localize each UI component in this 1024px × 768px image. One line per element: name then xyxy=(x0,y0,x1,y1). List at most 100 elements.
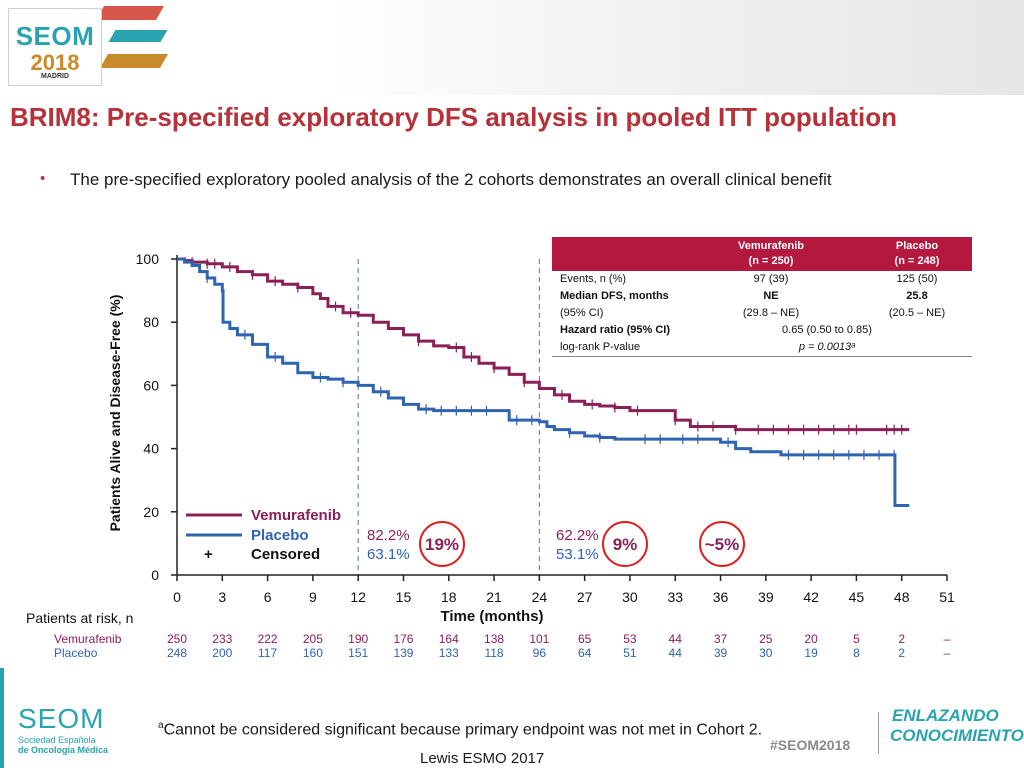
seom-2018-logo: SEOM 2018 MADRID xyxy=(8,8,102,86)
difference-label: 9% xyxy=(613,535,638,554)
y-tick-label: 0 xyxy=(151,567,159,583)
series-line-placebo xyxy=(177,257,910,507)
x-axis-label: Time (months) xyxy=(440,608,543,625)
risk-cell-pla: 160 xyxy=(302,646,323,660)
header-decoration xyxy=(330,0,1024,95)
bullet-text: The pre-specified exploratory pooled ana… xyxy=(70,170,832,189)
risk-cell-vem: 101 xyxy=(529,632,550,646)
risk-cell-pla: 151 xyxy=(348,646,369,660)
x-tick-label: 18 xyxy=(441,589,457,605)
cell-logrank: p = 0.0013ᵃ xyxy=(798,341,856,353)
y-tick-label: 20 xyxy=(143,504,159,520)
x-tick-label: 36 xyxy=(713,589,729,605)
bullet-icon: • xyxy=(40,170,46,187)
risk-cell-pla: 200 xyxy=(212,646,233,660)
hashtag: #SEOM2018 xyxy=(770,737,851,753)
x-tick-label: 12 xyxy=(350,589,366,605)
risk-cell-vem: 65 xyxy=(577,632,592,646)
table-row-median: Median DFS, months NE 25.8 xyxy=(552,288,972,305)
y-tick-label: 80 xyxy=(143,314,159,330)
risk-cell-pla: 19 xyxy=(804,646,818,660)
legend-censored-symbol: + xyxy=(204,546,213,563)
edge-accent xyxy=(0,668,4,768)
table-rule xyxy=(552,356,972,357)
risk-cell-pla: 2 xyxy=(898,646,906,660)
annotation-vem-value: 82.2% xyxy=(367,527,410,544)
cell-vem: NE xyxy=(763,290,779,302)
risk-cell-vem: 250 xyxy=(166,632,188,646)
risk-cell-pla: 133 xyxy=(438,646,459,660)
risk-cell-vem: 205 xyxy=(302,632,323,646)
difference-label: 19% xyxy=(425,535,459,554)
cell-vem: (29.8 – NE) xyxy=(742,307,800,319)
risk-title-text: Patients at risk, n xyxy=(26,610,134,626)
header-vemurafenib: Vemurafenib xyxy=(737,240,805,252)
y-tick-label: 40 xyxy=(143,441,159,457)
stats-table: Vemurafenib (n = 250) Placebo (n = 248) … xyxy=(552,237,972,357)
footnote-marker: a xyxy=(158,720,164,731)
risk-cell-pla: 39 xyxy=(713,646,728,660)
x-tick-label: 33 xyxy=(667,589,683,605)
x-tick-label: 27 xyxy=(577,589,593,605)
chart-legend: Vemurafenib Placebo + Censored xyxy=(186,507,341,563)
x-tick-label: 45 xyxy=(849,589,865,605)
x-tick-label: 6 xyxy=(264,589,272,605)
annotation-pla-value: 63.1% xyxy=(367,546,410,563)
risk-cell-vem: 53 xyxy=(623,632,637,646)
cell-vem: 97 (39) xyxy=(753,273,789,285)
stats-table-header: Vemurafenib (n = 250) Placebo (n = 248) xyxy=(552,237,972,271)
risk-cell-vem: 176 xyxy=(393,632,414,646)
legend-label-placebo: Placebo xyxy=(251,527,309,544)
source-citation: Lewis ESMO 2017 xyxy=(420,750,545,767)
row-label: (95% CI) xyxy=(560,307,604,319)
header-vemurafenib-n: (n = 250) xyxy=(748,255,794,267)
risk-cell-vem: 190 xyxy=(348,632,369,646)
risk-cell-vem: – xyxy=(943,632,951,646)
difference-label: ~5% xyxy=(705,535,740,554)
legend-label-censored: Censored xyxy=(251,546,320,563)
risk-cell-vem: 138 xyxy=(484,632,505,646)
risk-cell-pla: 44 xyxy=(668,646,682,660)
x-tick-label: 39 xyxy=(758,589,774,605)
logo-city: MADRID xyxy=(41,73,69,80)
footnote-text: Cannot be considered significant because… xyxy=(163,721,763,739)
footer-logo-subtitle: de Oncología Médica xyxy=(18,745,109,755)
risk-cell-pla: 117 xyxy=(258,646,278,660)
y-axis-label: Patients Alive and Disease-Free (%) xyxy=(107,294,123,532)
table-row-logrank: log-rank P-value p = 0.0013ᵃ xyxy=(552,339,972,356)
risk-label-placebo: Placebo xyxy=(54,646,98,660)
y-tick-label: 60 xyxy=(143,377,159,393)
logo-year: 2018 xyxy=(30,50,80,75)
table-row-ci: (95% CI) (29.8 – NE) (20.5 – NE) xyxy=(552,305,972,322)
risk-cell-pla: 96 xyxy=(532,646,547,660)
risk-cell-vem: 37 xyxy=(713,632,728,646)
annotation-vem-value: 62.2% xyxy=(556,527,599,544)
legend-label-vemurafenib: Vemurafenib xyxy=(251,507,341,524)
row-label: log-rank P-value xyxy=(560,341,641,353)
row-label: Events, n (%) xyxy=(560,273,627,285)
chart-annotations: 82.2% 63.1% 19% 62.2% 53.1% 9% ~5% xyxy=(367,521,745,567)
logo-text: SEOM xyxy=(15,21,95,51)
x-tick-label: 24 xyxy=(532,589,548,605)
table-row-events: Events, n (%) 97 (39) 125 (50) xyxy=(552,271,972,288)
risk-cell-vem: 20 xyxy=(804,632,818,646)
cell-pla: 25.8 xyxy=(906,290,928,302)
x-tick-label: 48 xyxy=(894,589,910,605)
risk-cell-pla: 8 xyxy=(853,646,860,660)
risk-cell-vem: 222 xyxy=(257,632,278,646)
risk-cell-vem: 5 xyxy=(853,632,860,646)
cell-hr: 0.65 (0.50 to 0.85) xyxy=(782,324,872,336)
y-tick-label: 100 xyxy=(136,251,160,267)
tagline: ENLAZANDO xyxy=(892,706,999,725)
risk-cell-pla: 51 xyxy=(623,646,637,660)
x-tick-label: 42 xyxy=(803,589,819,605)
risk-cell-pla: 139 xyxy=(393,646,414,660)
risk-cell-pla: – xyxy=(943,646,951,660)
reference-lines xyxy=(357,259,540,575)
risk-cell-pla: 64 xyxy=(577,646,592,660)
tagline: CONOCIMIENTO xyxy=(890,726,1024,745)
x-tick-label: 30 xyxy=(622,589,638,605)
cell-pla: (20.5 – NE) xyxy=(888,307,946,319)
risk-label-vemurafenib: Vemurafenib xyxy=(54,632,122,646)
